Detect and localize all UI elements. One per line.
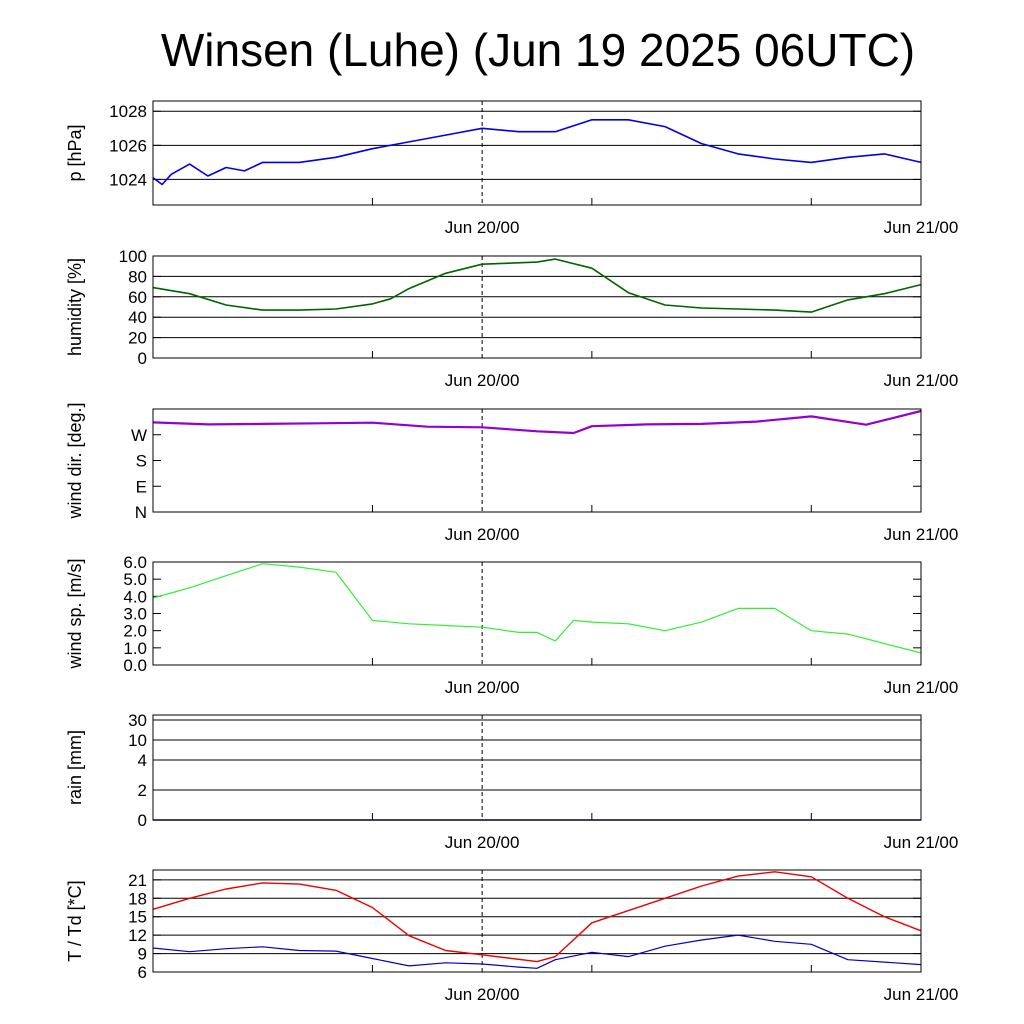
wind_speed-series-line [152,563,922,654]
x-tick-label: Jun 20/00 [445,525,520,544]
panel-frame [152,255,922,359]
y-tick-label: 5.0 [123,570,147,589]
y-tick-label: 0 [138,349,147,368]
y-tick-label: 15 [128,908,147,927]
panel-4: 0.01.02.03.04.05.06.0 wind sp. [m/s] Jun 2… [65,553,958,697]
y-tick-label: 20 [128,329,147,348]
y-tick-label: 80 [128,267,147,286]
panel-frame [152,408,922,513]
y-axis-label: T / Td [*C] [65,880,85,961]
y-tick-label: 1028 [109,102,147,121]
x-tick-label: Jun 21/00 [884,833,959,852]
pressure-series-line [152,119,922,186]
y-tick-label: 6 [138,963,147,982]
y-tick-label: 18 [128,889,147,908]
y-tick-label: 9 [138,945,147,964]
y-tick-label: 40 [128,308,147,327]
y-tick-label: E [136,477,147,496]
x-tick-label: Jun 21/00 [884,218,959,237]
y-tick-label: 1.0 [123,639,147,658]
chart-title: Winsen (Luhe) (Jun 19 2025 06UTC) [160,24,916,76]
y-tick-label: 60 [128,288,147,307]
panel-frame [152,869,922,973]
y-axis-label: wind dir. [deg.] [65,402,85,519]
y-axis-label: humidity [%] [65,258,85,356]
y-tick-label: 12 [128,926,147,945]
y-tick-label: 4 [138,751,147,770]
y-axis-label: p [hPa] [65,124,85,181]
y-tick-label: 6.0 [123,553,147,572]
y-tick-label: 10 [128,731,147,750]
panel-frame [152,714,922,821]
x-tick-label: Jun 20/00 [445,985,520,1004]
y-tick-label: 3.0 [123,605,147,624]
x-tick-label: Jun 20/00 [445,371,520,390]
temperature-series-line [152,871,922,963]
y-axis-label: wind sp. [m/s] [65,558,85,669]
y-axis-label: rain [mm] [65,730,85,805]
y-tick-label: 2.0 [123,622,147,641]
y-tick-label: W [131,426,147,445]
y-tick-label: 0 [138,811,147,830]
y-tick-label: 21 [128,871,147,890]
x-tick-label: Jun 21/00 [884,985,959,1004]
y-tick-label: 4.0 [123,587,147,606]
y-tick-label: 30 [128,711,147,730]
panel-frame [152,561,922,666]
panel-frame [152,100,922,206]
y-tick-label: 1024 [109,170,147,189]
y-tick-label: 1026 [109,136,147,155]
x-tick-label: Jun 20/00 [445,218,520,237]
humidity-series-line [152,258,922,313]
x-tick-label: Jun 21/00 [884,371,959,390]
y-tick-label: 100 [119,247,147,266]
panel-1: 1024 1026 1028 p [hPa] Jun 20/00 Jun 21/00 [65,100,959,237]
y-tick-label: 0.0 [123,656,147,675]
x-tick-label: Jun 20/00 [445,678,520,697]
dewpoint-series-line [152,934,922,969]
x-tick-label: Jun 20/00 [445,833,520,852]
x-tick-label: Jun 21/00 [884,678,959,697]
y-tick-label: 2 [138,781,147,800]
wind_direction-series-line [152,409,922,435]
x-tick-label: Jun 21/00 [884,525,959,544]
y-tick-label: S [136,452,147,471]
y-tick-label: N [135,503,147,522]
